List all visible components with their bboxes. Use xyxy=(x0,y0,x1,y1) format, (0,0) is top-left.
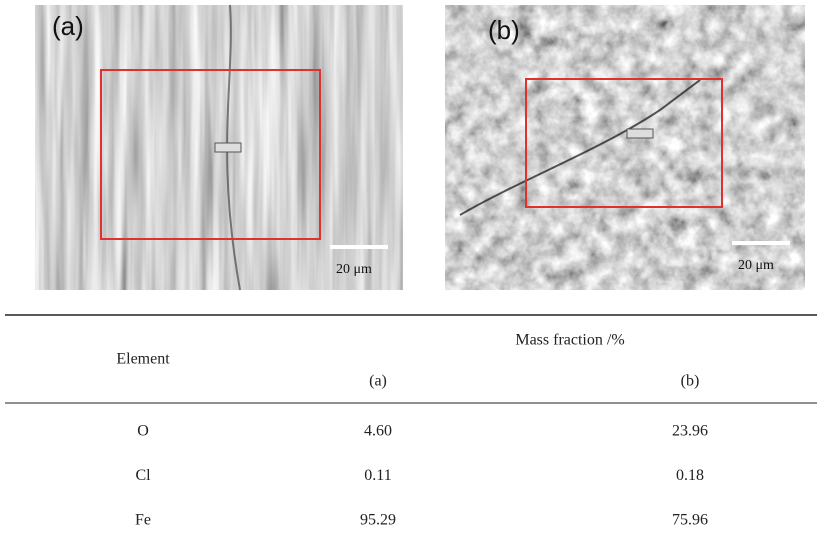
table-cell: 4.60 xyxy=(364,423,392,440)
panel-label: (a) xyxy=(52,11,84,41)
marker xyxy=(627,129,653,138)
table-cell: Cl xyxy=(135,467,151,484)
table-cell: 0.11 xyxy=(364,467,391,484)
scale-label: 20 μm xyxy=(738,258,774,273)
header-cell: (b) xyxy=(681,373,700,390)
table-cell: 95.29 xyxy=(360,512,396,529)
page: (a) 20 μm (b) 20 μm Element Mass fractio… xyxy=(0,0,821,540)
header-cell: Mass fraction /% xyxy=(515,332,624,349)
figure: (a) 20 μm (b) 20 μm Element Mass fractio… xyxy=(0,0,821,540)
table-cell: O xyxy=(137,423,149,440)
table-cell: 75.96 xyxy=(672,512,708,529)
table-cell: Fe xyxy=(135,512,151,529)
table-cell: 23.96 xyxy=(672,423,708,440)
header-cell: Element xyxy=(116,351,170,368)
marker xyxy=(215,143,241,152)
panel-label: (b) xyxy=(488,15,520,45)
table-cell: 0.18 xyxy=(676,467,704,484)
sem-texture xyxy=(445,5,805,290)
table-body: O 4.60 23.96 Cl 0.11 0.18 Fe 95.29 75.96 xyxy=(135,423,708,529)
scale-label: 20 μm xyxy=(336,262,372,277)
header-cell: (a) xyxy=(369,373,387,390)
